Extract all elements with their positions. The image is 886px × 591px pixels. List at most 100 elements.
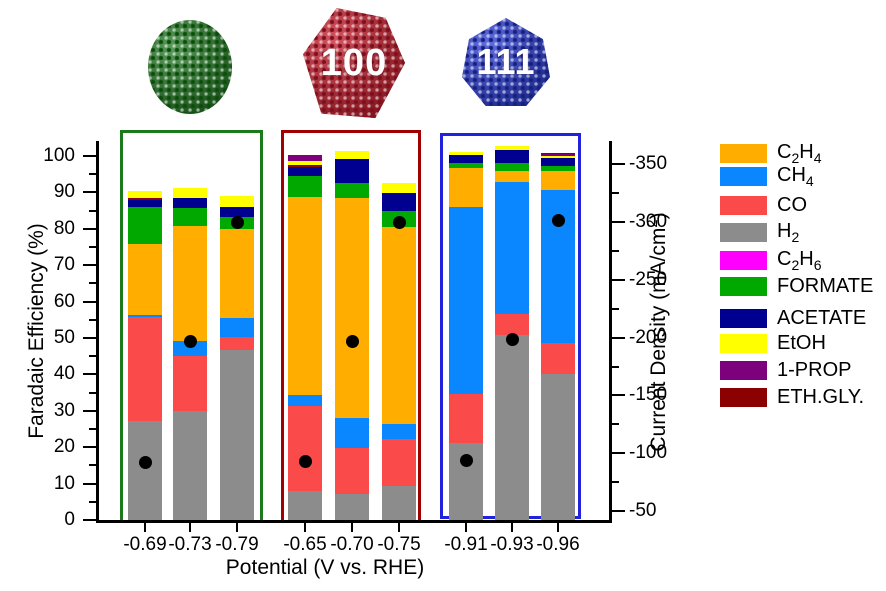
x-tick-label: -0.73 (168, 534, 212, 555)
legend-item-C2H4: C2H4 (720, 140, 822, 166)
right-tick (612, 307, 619, 310)
y-tick-label: 100 (43, 145, 75, 166)
legend-item-H2: H2 (720, 219, 800, 245)
y-tick (83, 337, 96, 339)
current-density-dot (230, 215, 244, 229)
bar-segment-FORMATE (495, 163, 529, 171)
bar-segment-H2 (173, 411, 207, 521)
legend-item-EtOH: EtOH (720, 332, 826, 354)
bar-segment-C2H4 (382, 226, 416, 425)
legend-label-CO: CO (777, 193, 807, 216)
y-tick (83, 373, 96, 376)
bar-segment-CO (449, 394, 483, 443)
y-tick-label: 20 (53, 436, 75, 458)
y-tick (89, 246, 96, 248)
legend-swatch-C2H4 (720, 143, 767, 163)
sphere-shape (148, 20, 232, 114)
y-tick (83, 264, 96, 267)
right-tick-label: -250 (629, 268, 668, 290)
legend-swatch-FORMATE (720, 276, 767, 296)
bar-segment-H2 (382, 486, 416, 521)
y-tick (89, 318, 96, 321)
green-sphere-nanoparticle (148, 20, 232, 114)
current-density-dot (392, 215, 406, 229)
legend-label-CH4: CH4 (777, 163, 814, 189)
current-density-dot (459, 453, 473, 467)
legend-item-CO: CO (720, 194, 807, 216)
bar-segment-CH4 (220, 317, 254, 338)
legend-label-H2: H2 (777, 219, 800, 245)
right-tick (612, 481, 619, 484)
bar-segment-EtOH (541, 155, 575, 159)
bar-segment-FORMATE (173, 207, 207, 227)
bar-segment-CO (128, 317, 162, 421)
blue-octahedron-nanoparticle: 111 (462, 18, 550, 106)
bar-segment-1-PROP (288, 155, 322, 161)
legend-swatch-ACETATE (720, 308, 767, 328)
legend-item-C2H6: C2H6 (720, 248, 822, 273)
y-tick (89, 464, 96, 467)
bar-segment-CH4 (449, 206, 483, 395)
y-tick (83, 227, 96, 230)
bar-segment-CH4 (495, 181, 529, 314)
bar-segment-CO (541, 342, 575, 375)
y-tick-label: 90 (53, 181, 75, 203)
right-axis-line (609, 141, 612, 523)
bar-segment-ETH.GLY (128, 198, 162, 201)
legend-label-FORMATE: FORMATE (777, 274, 874, 297)
bar-segment-CH4 (128, 314, 162, 318)
x-tick (465, 520, 467, 532)
legend-label-C2H4: C2H4 (777, 140, 822, 166)
bar-segment-CO (335, 447, 369, 495)
y-tick-label: 0 (64, 509, 75, 530)
x-tick (189, 520, 191, 532)
bar-segment-EtOH (220, 195, 254, 207)
bar-segment-FORMATE (128, 206, 162, 244)
bar-segment-C2H4 (495, 170, 529, 182)
x-tick-label: -0.79 (215, 534, 259, 555)
bar-segment-ACETATE (541, 158, 575, 167)
bar-segment-CO (220, 337, 254, 350)
x-tick-label: -0.70 (330, 534, 374, 555)
bar-segment-CH4 (288, 395, 322, 406)
bar-segment-CH4 (173, 340, 207, 357)
x-tick (398, 520, 400, 532)
current-density-dot (551, 214, 565, 228)
legend-swatch-ETH.GLY (720, 387, 767, 407)
y-tick-label: 80 (53, 217, 75, 239)
bar-segment-H2 (220, 349, 254, 521)
right-tick (612, 423, 619, 426)
bar-segment-EtOH (128, 190, 162, 199)
legend-swatch-CH4 (720, 166, 767, 186)
x-axis-line (96, 520, 612, 523)
current-density-dot (298, 454, 312, 468)
legend-label-EtOH: EtOH (777, 331, 826, 354)
right-tick (612, 221, 625, 223)
legend-swatch-CO (720, 195, 767, 215)
bar-segment-CH4 (541, 189, 575, 343)
bar-segment-C2H4 (220, 229, 254, 318)
right-tick (612, 336, 625, 339)
bar-segment-H2 (128, 420, 162, 521)
bar-segment-CO (495, 313, 529, 335)
y-tick (83, 409, 96, 412)
legend-label-ETH.GLY: ETH.GLY. (777, 385, 865, 408)
bar-segment-H2 (541, 374, 575, 521)
right-tick-label: -300 (629, 211, 668, 232)
right-tick-label: -350 (629, 153, 668, 175)
y-axis-line (96, 141, 99, 523)
particle-label-100: 100 (320, 41, 388, 84)
right-tick-label: -200 (629, 326, 668, 348)
y-tick-label: 70 (53, 254, 75, 276)
right-tick (612, 365, 619, 368)
bar-segment-CO (382, 439, 416, 487)
current-density-dot (183, 334, 197, 348)
legend-item-1-PROP: 1-PROP (720, 359, 851, 381)
y-tick-label: 30 (53, 399, 75, 421)
bar-segment-CH4 (335, 417, 369, 448)
current-density-dot (505, 333, 519, 347)
right-tick-label: -50 (629, 500, 657, 521)
x-tick (557, 520, 559, 532)
right-tick (612, 192, 619, 195)
bar-segment-CO (173, 356, 207, 412)
